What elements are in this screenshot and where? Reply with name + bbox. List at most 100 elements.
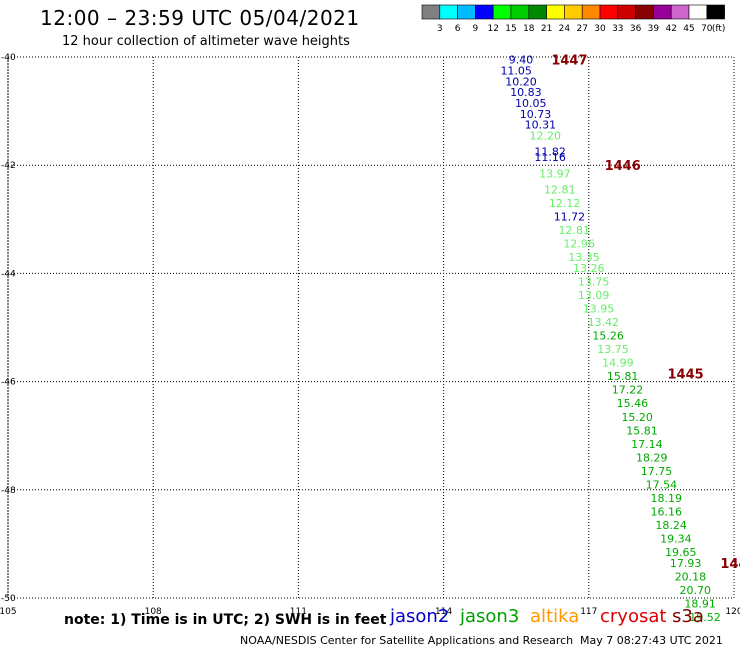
colorbar-swatch <box>439 4 458 20</box>
colorbar-swatch <box>421 4 441 20</box>
y-tick-label: -48 <box>1 486 16 496</box>
colorbar-swatch <box>581 4 601 20</box>
swh-value-label: 15.26 <box>592 330 624 343</box>
swh-value-label: 10.73 <box>520 108 552 121</box>
colorbar-swatch <box>546 4 565 20</box>
swh-value-label: 11.72 <box>554 211 586 224</box>
y-tick-label: -42 <box>1 161 16 171</box>
swh-value-label: 10.31 <box>525 119 557 132</box>
swh-value-label: 13.35 <box>568 251 600 264</box>
swh-value-label: 11.05 <box>500 65 532 78</box>
swh-value-label: 15.81 <box>626 424 658 437</box>
colorbar-legend: 3 6 9 12 15 18 21 24 27 30 33 36 39 42 45 70 (ft) <box>421 4 726 34</box>
x-tick-label: 114 <box>435 607 452 617</box>
satellite-legend-item: jason2 <box>390 606 450 627</box>
colorbar-label: 21 <box>541 24 552 34</box>
footer-timestamp: May 7 08:27:43 UTC 2021 <box>580 634 723 647</box>
colorbar-label: 18 <box>523 24 535 34</box>
swh-value-label: 13.26 <box>573 262 605 275</box>
swh-value-label: 12.81 <box>544 184 576 197</box>
colorbar-label: 3 <box>437 24 443 34</box>
swh-value-label: 19.65 <box>665 546 697 559</box>
pass-time-label: 144 <box>720 557 740 572</box>
y-tick-label: -46 <box>1 378 16 388</box>
y-tick-label: -50 <box>1 594 16 604</box>
satellite-legend-item: cryosat <box>600 606 667 627</box>
swh-value-label: 9.40 <box>509 54 534 67</box>
colorbar-swatch <box>653 4 672 20</box>
colorbar-label: 24 <box>559 24 571 34</box>
swh-value-label: 12.12 <box>549 197 581 210</box>
colorbar-label: 42 <box>665 24 676 34</box>
colorbar-swatch <box>706 4 725 20</box>
colorbar-label: 12 <box>487 24 498 34</box>
colorbar-swatch <box>475 4 494 20</box>
x-tick-label: 108 <box>145 607 162 617</box>
swh-value-label: 17.93 <box>670 557 702 570</box>
colorbar-label: 45 <box>683 24 694 34</box>
x-tick-label: 117 <box>580 607 597 617</box>
colorbar-swatch <box>635 4 654 20</box>
swh-value-label: 17.75 <box>641 465 673 478</box>
colorbar-swatch <box>688 4 708 20</box>
swh-value-label: 13.95 <box>583 303 615 316</box>
swh-value-label: 11.82 <box>534 146 566 159</box>
colorbar-label: 15 <box>505 24 516 34</box>
swh-value-label: 18.19 <box>650 492 682 505</box>
colorbar-swatch <box>492 4 512 20</box>
footer-note: note: 1) Time is in UTC; 2) SWH is in fe… <box>64 612 387 628</box>
colorbar-swatch <box>564 4 583 20</box>
swh-value-label: 17.54 <box>646 478 678 491</box>
swh-value-label: 10.20 <box>505 75 537 88</box>
swh-value-label: 10.05 <box>515 97 547 110</box>
satellite-legend-item: s3a <box>672 606 704 627</box>
swh-value-label: 19.52 <box>689 611 721 624</box>
satellite-legend-item: jason3 <box>460 606 520 627</box>
swh-value-label: 10.83 <box>510 86 542 99</box>
pass-time-label: 1447 <box>551 54 587 69</box>
colorbar-label: (ft) <box>712 24 726 34</box>
swh-value-label: 15.20 <box>621 411 653 424</box>
colorbar-label: 9 <box>473 24 479 34</box>
swh-value-label: 14.99 <box>602 357 634 370</box>
y-tick-label: -40 <box>1 53 16 63</box>
swh-value-label: 13.75 <box>578 276 610 289</box>
colorbar-label: 6 <box>455 24 461 34</box>
swh-value-label: 15.46 <box>617 397 649 410</box>
satellite-legend-item: altika <box>530 606 580 627</box>
chart-axes: 105 108 111 114 117 120 -40 -42 -44 -46 -48 -50 <box>0 53 740 617</box>
colorbar-label: 33 <box>612 24 623 34</box>
colorbar-label: 30 <box>594 24 606 34</box>
swh-value-label: 13.75 <box>597 343 629 356</box>
swh-value-label: 18.24 <box>655 519 687 532</box>
colorbar-swatch <box>670 4 690 20</box>
swh-value-label: 20.70 <box>680 584 712 597</box>
pass-time-label: 1446 <box>605 159 641 174</box>
footer-credit: NOAA/NESDIS Center for Satellite Applica… <box>240 634 574 647</box>
plot-frame <box>7 56 735 599</box>
swh-value-label: 16.16 <box>650 505 682 518</box>
swh-value-label: 17.22 <box>612 384 644 397</box>
colorbar-label: 39 <box>648 24 660 34</box>
colorbar-swatch <box>510 4 530 20</box>
chart-grid <box>7 56 735 599</box>
swh-value-label: 20.18 <box>675 570 707 583</box>
x-tick-label: 111 <box>290 607 307 617</box>
x-tick-label: 120 <box>725 607 740 617</box>
swh-value-label: 18.91 <box>684 597 716 610</box>
page-title: 12:00 – 23:59 UTC 05/04/2021 <box>40 6 360 30</box>
swh-value-label: 13.97 <box>539 167 571 180</box>
page-subtitle: 12 hour collection of altimeter wave hei… <box>62 34 350 49</box>
swh-value-label: 12.20 <box>529 129 561 142</box>
colorbar-label: 27 <box>576 24 587 34</box>
swh-value-label: 18.29 <box>636 451 668 464</box>
swh-value-label: 13.09 <box>578 289 610 302</box>
swh-value-label: 11.16 <box>534 151 566 164</box>
colorbar-label: 70 <box>701 24 713 34</box>
colorbar-swatch <box>528 4 547 20</box>
colorbar-label: 36 <box>630 24 642 34</box>
swh-value-label: 15.81 <box>607 370 639 383</box>
swh-value-label: 17.14 <box>631 438 663 451</box>
pass-time-label: 1445 <box>668 367 704 382</box>
